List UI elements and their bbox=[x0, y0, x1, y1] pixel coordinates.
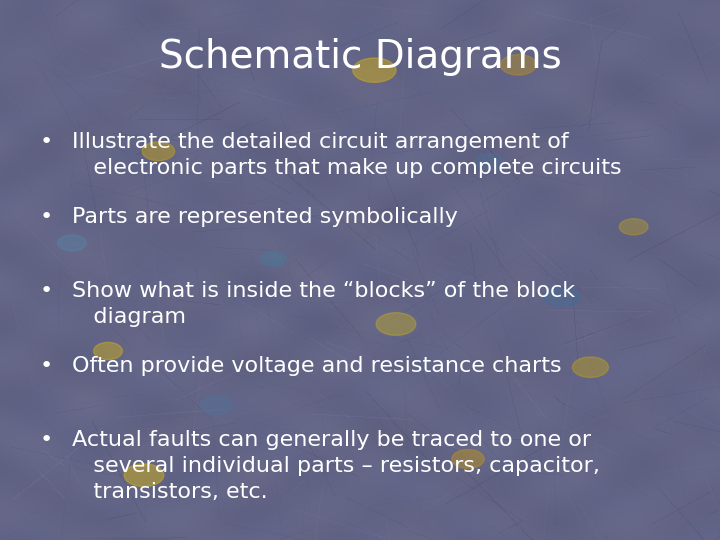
Ellipse shape bbox=[353, 58, 396, 82]
Text: Often provide voltage and resistance charts: Often provide voltage and resistance cha… bbox=[72, 356, 562, 376]
Text: Show what is inside the “blocks” of the block
   diagram: Show what is inside the “blocks” of the … bbox=[72, 281, 575, 327]
Ellipse shape bbox=[125, 464, 164, 487]
Ellipse shape bbox=[200, 395, 232, 415]
Text: •: • bbox=[40, 132, 53, 152]
Ellipse shape bbox=[475, 154, 504, 170]
Text: Illustrate the detailed circuit arrangement of
   electronic parts that make up : Illustrate the detailed circuit arrangem… bbox=[72, 132, 621, 178]
Ellipse shape bbox=[572, 357, 608, 377]
Ellipse shape bbox=[58, 235, 86, 251]
Text: Parts are represented symbolically: Parts are represented symbolically bbox=[72, 207, 458, 227]
Ellipse shape bbox=[143, 141, 174, 160]
Text: Schematic Diagrams: Schematic Diagrams bbox=[158, 38, 562, 76]
Text: •: • bbox=[40, 356, 53, 376]
Ellipse shape bbox=[261, 252, 287, 267]
Ellipse shape bbox=[619, 219, 648, 235]
Text: •: • bbox=[40, 281, 53, 301]
Text: •: • bbox=[40, 430, 53, 450]
Text: Actual faults can generally be traced to one or
   several individual parts – re: Actual faults can generally be traced to… bbox=[72, 430, 600, 502]
Ellipse shape bbox=[500, 55, 536, 75]
Ellipse shape bbox=[544, 287, 580, 307]
Text: •: • bbox=[40, 207, 53, 227]
Ellipse shape bbox=[452, 449, 484, 468]
Ellipse shape bbox=[377, 313, 416, 335]
Ellipse shape bbox=[94, 342, 122, 360]
